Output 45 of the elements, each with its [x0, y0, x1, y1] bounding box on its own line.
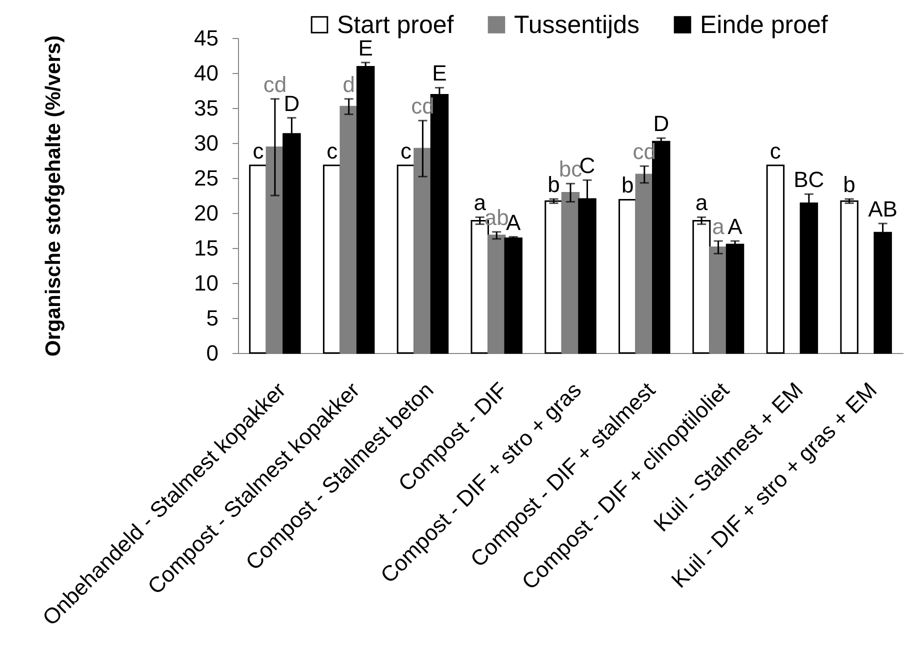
data-label: A [728, 214, 743, 239]
data-label: c [400, 138, 412, 164]
data-label: b [622, 172, 634, 198]
y-tick-label: 0 [206, 340, 218, 366]
legend-label: Einde proef [700, 10, 828, 39]
bar [709, 246, 728, 354]
data-label: D [653, 111, 670, 136]
data-label: c [252, 138, 264, 164]
bar [487, 234, 506, 354]
bar [396, 164, 416, 354]
y-tick-label: 35 [194, 96, 218, 120]
bar [635, 174, 654, 354]
bar [561, 192, 580, 354]
y-axis-title: Organische stofgehalte (%/vers) [42, 36, 66, 356]
data-label: d [342, 72, 355, 97]
data-label: c [326, 138, 338, 164]
bar [766, 164, 785, 354]
data-label: a [695, 190, 708, 216]
y-tick-label: 15 [194, 236, 218, 260]
data-label: BC [794, 167, 824, 192]
bar [356, 66, 375, 354]
bar [340, 106, 358, 354]
bar [618, 198, 637, 354]
y-tick-label: 10 [194, 270, 218, 296]
bar [504, 237, 522, 354]
data-label: b [548, 172, 560, 197]
bar [266, 146, 284, 354]
data-label: a [712, 214, 726, 239]
data-label: a [474, 190, 487, 216]
data-label: E [432, 60, 447, 86]
y-tick-label: 45 [194, 26, 218, 50]
y-tick-label: 40 [194, 60, 218, 86]
bar [692, 220, 711, 354]
data-label: b [843, 172, 856, 197]
y-tick-label: 5 [206, 306, 218, 330]
data-label: AB [868, 196, 898, 222]
bar [414, 148, 432, 354]
bar [322, 164, 342, 354]
data-label: bc [558, 156, 582, 182]
data-label: c [770, 138, 781, 164]
legend-label: Tussentijds [514, 10, 640, 39]
y-tick-label: 20 [194, 200, 218, 226]
bar [249, 164, 268, 354]
y-tick-label: 25 [194, 166, 218, 190]
y-tick-label: 30 [194, 130, 218, 156]
